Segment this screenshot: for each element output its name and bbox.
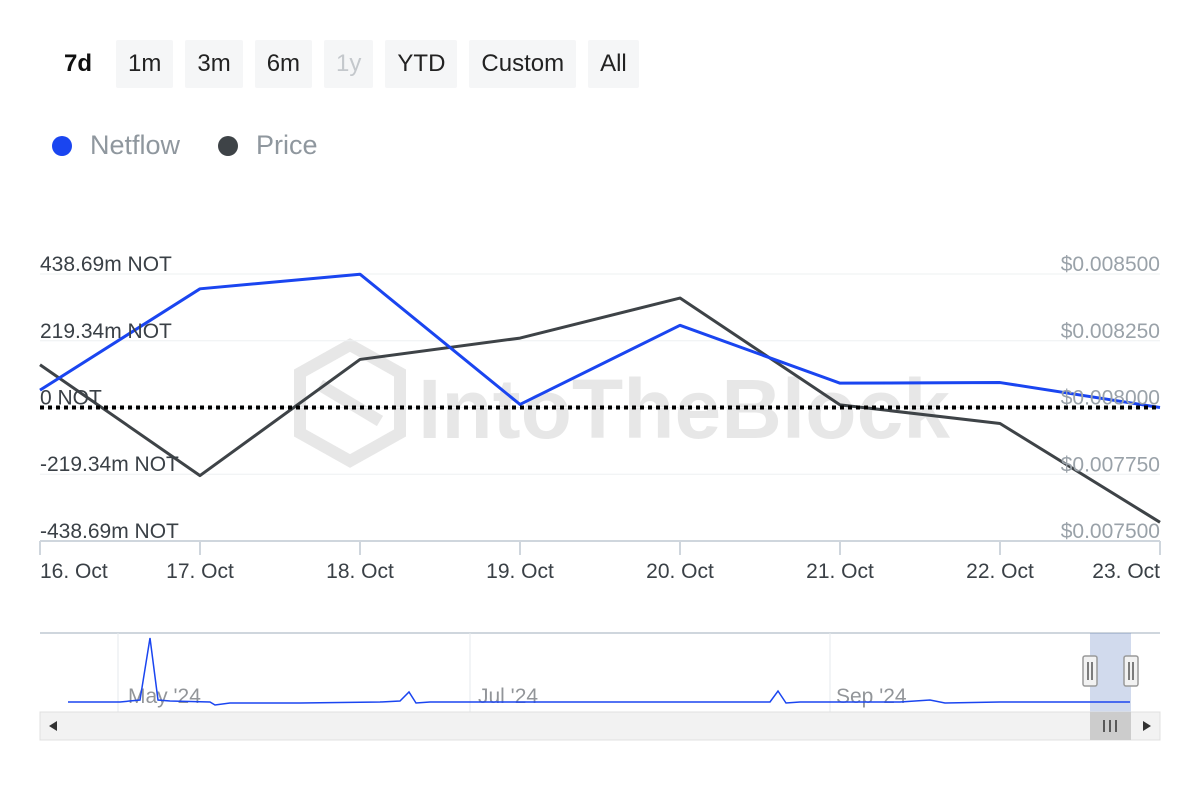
legend-label: Price bbox=[256, 130, 318, 160]
y-left-tick-label: 438.69m NOT bbox=[40, 253, 172, 276]
watermark: IntoTheBlock bbox=[294, 338, 950, 468]
range-button-1m[interactable]: 1m bbox=[116, 40, 174, 88]
legend-dot-icon bbox=[218, 135, 239, 156]
y-right-tick-label: $0.007500 bbox=[1061, 520, 1160, 543]
watermark-logo-icon bbox=[294, 338, 406, 468]
legend-label: Netflow bbox=[90, 130, 181, 160]
x-tick-label: 21. Oct bbox=[806, 560, 874, 583]
series-line-price[interactable] bbox=[39, 296, 1161, 524]
y-left-tick-label: 0 NOT bbox=[40, 387, 102, 410]
range-button-6m[interactable]: 6m bbox=[254, 40, 313, 88]
x-tick-label: 16. Oct bbox=[40, 560, 108, 583]
navigator-series-line bbox=[68, 637, 1130, 706]
scroll-left-arrow-icon[interactable] bbox=[49, 721, 57, 731]
x-tick-label: 18. Oct bbox=[326, 560, 394, 583]
legend-item-netflow[interactable]: Netflow bbox=[52, 130, 180, 161]
y-right-tick-label: $0.008250 bbox=[1061, 320, 1160, 343]
series bbox=[39, 272, 1161, 524]
range-button-3m[interactable]: 3m bbox=[185, 40, 243, 88]
range-button-custom[interactable]: Custom bbox=[469, 40, 577, 88]
scroll-right-arrow-icon[interactable] bbox=[1143, 721, 1151, 731]
y-right-tick-label: $0.007750 bbox=[1061, 453, 1160, 476]
navigator-label: Sep '24 bbox=[836, 685, 907, 708]
y-left-tick-label: -219.34m NOT bbox=[40, 453, 179, 476]
y-left-tick-label: -438.69m NOT bbox=[40, 520, 179, 543]
legend-dot-icon bbox=[52, 135, 72, 156]
y-right-tick-label: $0.008500 bbox=[1061, 253, 1160, 276]
navigator-label: May '24 bbox=[128, 685, 201, 708]
y-left-tick-label: 219.34m NOT bbox=[40, 320, 172, 343]
navigator-label: Jul '24 bbox=[478, 685, 538, 708]
range-button-ytd[interactable]: YTD bbox=[385, 40, 458, 88]
y-right-tick-label: $0.008000 bbox=[1061, 387, 1160, 410]
axes: 438.69m NOT 219.34m NOT 0 NOT -219.34m NOT -… bbox=[39, 253, 1161, 583]
x-tick-label: 17. Oct bbox=[166, 560, 234, 583]
range-button-1y[interactable]: 1y bbox=[324, 40, 374, 88]
x-tick-label: 22. Oct bbox=[966, 560, 1034, 583]
x-tick-label: 20. Oct bbox=[646, 560, 714, 583]
range-selector: 7d 1m 3m 6m 1y YTD Custom All bbox=[52, 40, 639, 88]
navigator-right-handle[interactable] bbox=[1123, 655, 1139, 687]
legend: Netflow Price bbox=[52, 130, 318, 161]
scrollbar-track[interactable] bbox=[39, 711, 1161, 741]
x-tick-label: 19. Oct bbox=[486, 560, 554, 583]
navigator[interactable]: May '24 Jul '24 Sep '24 bbox=[39, 632, 1161, 741]
range-button-all[interactable]: All bbox=[588, 40, 639, 88]
legend-item-price[interactable]: Price bbox=[218, 130, 318, 161]
x-tick-label: 23. Oct bbox=[1092, 560, 1160, 583]
range-button-7d[interactable]: 7d bbox=[64, 50, 93, 77]
navigator-left-handle[interactable] bbox=[1082, 655, 1098, 687]
series-line-netflow[interactable] bbox=[39, 272, 1161, 409]
